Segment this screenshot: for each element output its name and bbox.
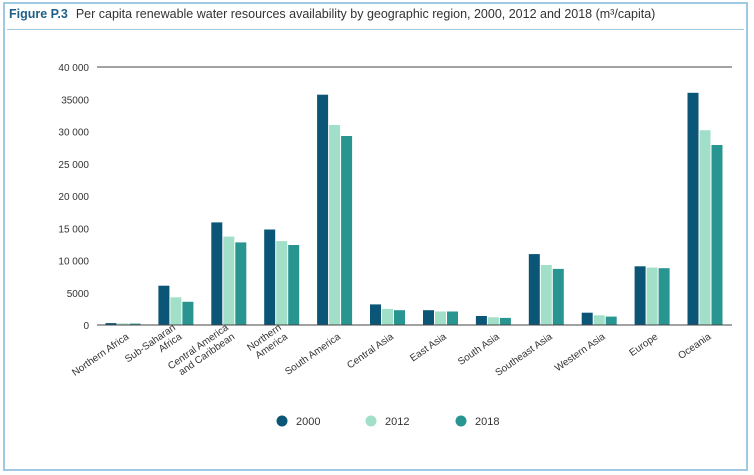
bar-2012-1 xyxy=(170,297,182,325)
x-tick-label-line: Europe xyxy=(628,331,661,359)
bar-2012-11 xyxy=(699,130,711,325)
bar-2018-1 xyxy=(182,301,194,325)
y-tick-label: 35000 xyxy=(61,95,89,106)
y-tick-label: 20 000 xyxy=(58,192,89,203)
legend-label: 2000 xyxy=(296,416,320,428)
x-tick-label: South Asia xyxy=(456,331,502,368)
y-tick-label: 15 000 xyxy=(58,224,89,235)
bar-2012-6 xyxy=(435,311,446,325)
figure-frame xyxy=(3,2,748,471)
x-tick-label: Northern Africa xyxy=(70,331,131,379)
y-tick-label: 25 000 xyxy=(58,160,89,171)
bar-2018-4 xyxy=(341,136,353,325)
x-tick-label: East Asia xyxy=(408,331,449,364)
bar-2018-5 xyxy=(394,310,405,325)
bar-2000-6 xyxy=(423,310,434,325)
bar-2012-10 xyxy=(646,267,658,325)
bar-2012-4 xyxy=(329,125,341,325)
bar-2018-8 xyxy=(552,268,564,325)
x-tick-label-line: Western Asia xyxy=(553,331,608,374)
figure-label: Figure P.3 xyxy=(9,7,68,21)
x-tick-label: Europe xyxy=(628,331,661,359)
bar-2000-0 xyxy=(105,323,117,325)
bar-2000-7 xyxy=(475,316,487,325)
bar-2018-7 xyxy=(499,317,511,325)
x-tick-label: Central Asia xyxy=(345,331,396,371)
bar-2000-3 xyxy=(264,229,276,325)
bar-2018-2 xyxy=(235,242,247,325)
x-tick-label-line: Central Asia xyxy=(345,331,396,371)
figure-caption: Figure P.3 Per capita renewable water res… xyxy=(9,7,655,21)
bar-2018-0 xyxy=(129,323,141,325)
x-tick-label-line: Southeast Asia xyxy=(494,331,555,379)
x-tick-label-line: Oceania xyxy=(676,331,713,362)
bar-2000-1 xyxy=(158,285,170,325)
y-tick-label: 30 000 xyxy=(58,128,89,139)
y-tick-label: 0 xyxy=(83,321,89,332)
bar-2000-4 xyxy=(317,94,329,325)
caption-divider xyxy=(7,29,744,30)
legend-label: 2012 xyxy=(385,416,409,428)
bar-2012-7 xyxy=(487,317,499,325)
bar-2012-0 xyxy=(117,323,129,325)
bar-2000-11 xyxy=(687,92,699,325)
bar-2018-10 xyxy=(658,268,670,325)
x-tick-label-line: South America xyxy=(283,331,343,378)
bar-2000-8 xyxy=(528,254,540,325)
figure-title: Per capita renewable water resources ava… xyxy=(75,7,656,21)
legend-swatch-2018 xyxy=(455,415,467,427)
bar-2000-2 xyxy=(211,222,223,325)
x-tick-label-line: Northern Africa xyxy=(70,331,131,379)
legend-swatch-2012 xyxy=(365,415,377,427)
x-tick-label: Oceania xyxy=(676,331,713,362)
bar-2000-10 xyxy=(634,266,646,325)
bar-2018-9 xyxy=(605,316,617,325)
bar-2018-3 xyxy=(288,245,300,325)
x-tick-label: NorthernAmerica xyxy=(245,322,290,363)
bar-2000-5 xyxy=(370,304,381,325)
bar-2012-2 xyxy=(223,236,235,325)
legend-swatch-2000 xyxy=(276,415,288,427)
bar-2012-8 xyxy=(540,265,552,325)
y-tick-label: 10 000 xyxy=(58,257,89,268)
bar-2000-9 xyxy=(581,312,593,325)
x-tick-label: Southeast Asia xyxy=(494,331,555,379)
x-tick-label-line: East Asia xyxy=(408,331,449,364)
bar-2018-11 xyxy=(711,145,723,325)
x-tick-label: South America xyxy=(283,331,343,378)
y-tick-label: 40 000 xyxy=(58,63,89,74)
legend-label: 2018 xyxy=(475,416,499,428)
bar-2012-3 xyxy=(276,241,288,325)
x-tick-label-line: South Asia xyxy=(456,331,502,368)
bar-2012-9 xyxy=(593,315,605,325)
bar-2012-5 xyxy=(382,308,393,325)
bar-2018-6 xyxy=(447,311,458,325)
y-tick-label: 5000 xyxy=(67,289,90,300)
x-tick-label: Western Asia xyxy=(553,331,608,374)
